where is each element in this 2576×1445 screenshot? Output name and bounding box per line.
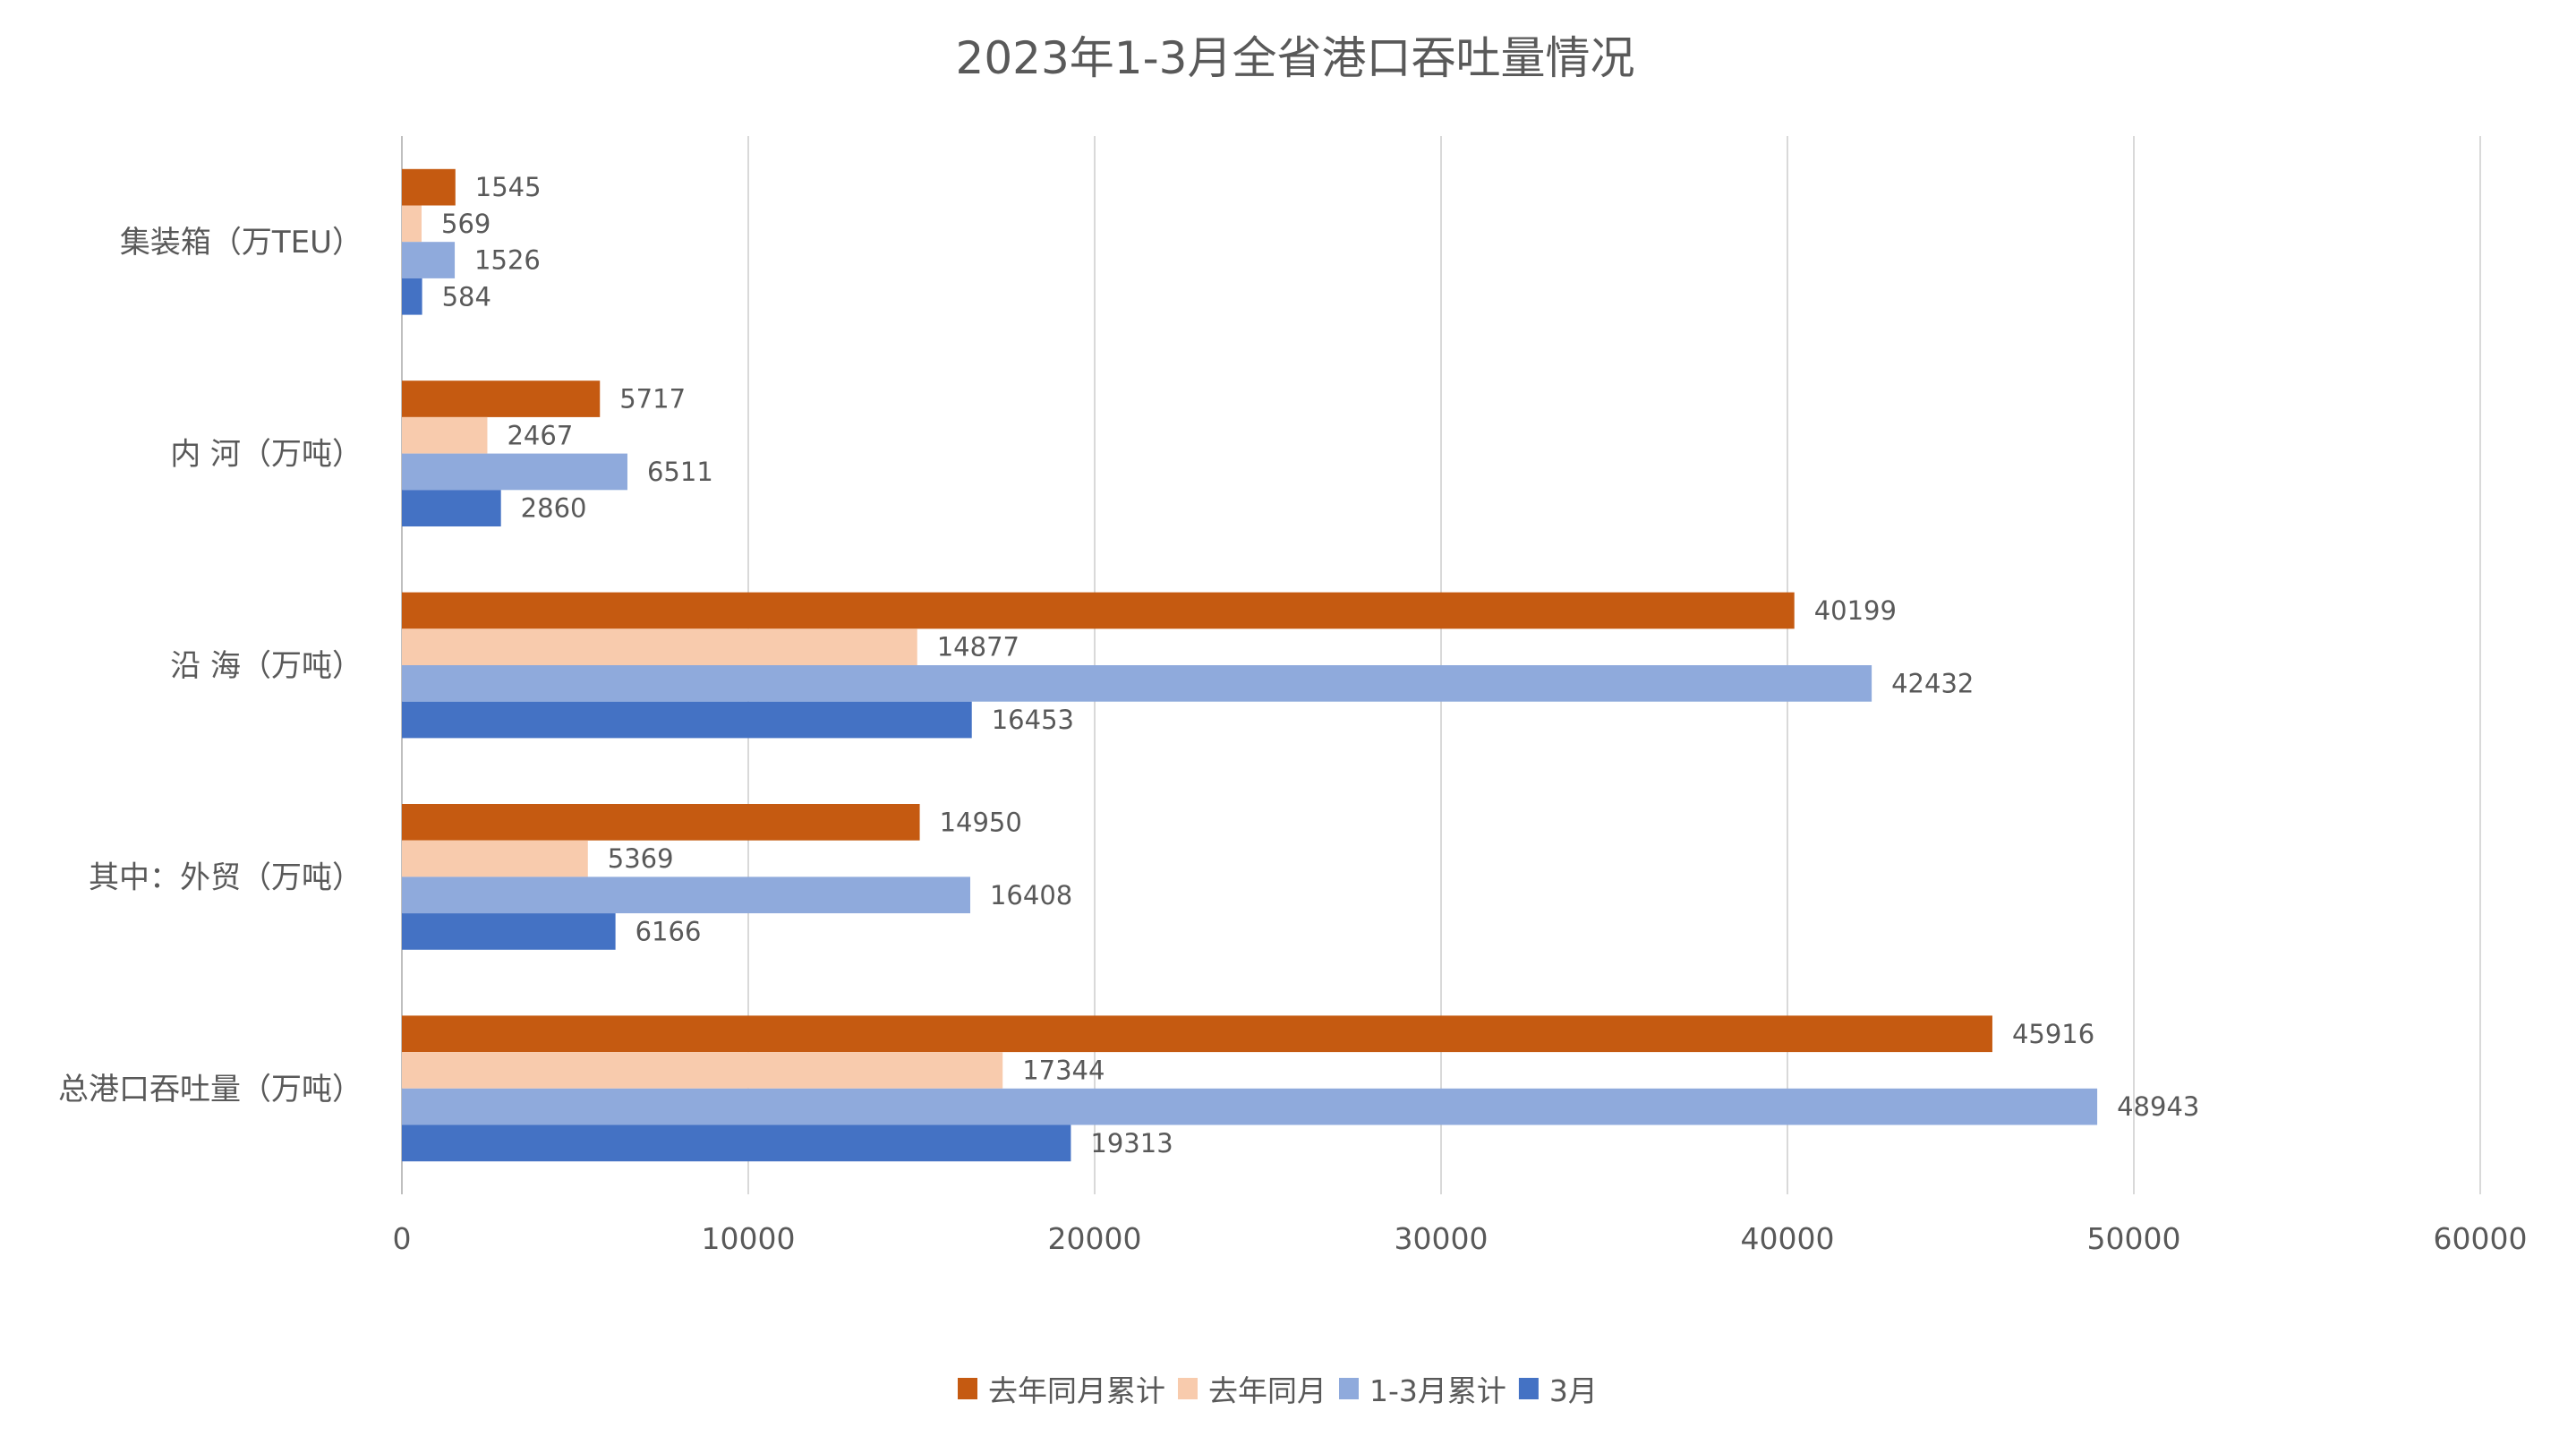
data-label: 1545 (475, 172, 542, 202)
data-label: 6511 (647, 457, 713, 487)
data-label: 14877 (937, 632, 1019, 663)
x-tick-label: 10000 (702, 1221, 796, 1256)
category-label: 沿 海（万吨） (170, 648, 363, 684)
data-labels: 1545 569 1526 584 5717 2467 6511 2860 40199 14877… (441, 172, 2199, 1159)
data-label: 45916 (2012, 1019, 2094, 1049)
bar (402, 168, 456, 206)
bar (402, 876, 970, 914)
bar (402, 665, 1872, 702)
legend: 去年同月累计 去年同月 1-3月累计 3月 (958, 1373, 1598, 1408)
category-label: 其中：外贸（万吨） (89, 859, 363, 895)
data-label: 17344 (1022, 1055, 1105, 1085)
data-label: 5717 (619, 384, 686, 415)
data-label: 19313 (1090, 1128, 1173, 1159)
bar (402, 913, 616, 950)
data-label: 40199 (1814, 595, 1897, 626)
data-label: 14950 (940, 807, 1022, 837)
data-label: 16453 (992, 705, 1074, 735)
legend-swatch (1518, 1378, 1539, 1399)
data-label: 2860 (521, 493, 587, 524)
x-tick-label: 60000 (2434, 1221, 2528, 1256)
data-label: 48943 (2117, 1091, 2199, 1122)
bar (402, 701, 972, 739)
bar (402, 1088, 2098, 1125)
x-tick-label: 50000 (2087, 1221, 2181, 1256)
bar (402, 278, 422, 315)
category-label: 集装箱（万TEU） (120, 225, 363, 261)
bar (402, 380, 601, 417)
data-label: 584 (442, 281, 491, 312)
x-tick-label: 30000 (1395, 1221, 1488, 1256)
x-tick-label: 40000 (1741, 1221, 1835, 1256)
bar (402, 416, 488, 454)
category-labels: 集装箱（万TEU） 内 河（万吨） 沿 海（万吨） 其中：外贸（万吨） 总港口吞吐量（万… (58, 225, 363, 1107)
bar (402, 242, 456, 278)
x-tick-label: 0 (393, 1221, 412, 1256)
legend-label: 去年同月累计 (988, 1373, 1165, 1408)
chart-title: 2023年1-3月全省港口吞吐量情况 (956, 32, 1635, 84)
bar (402, 628, 917, 665)
legend-label: 3月 (1549, 1373, 1598, 1408)
data-label: 16408 (990, 880, 1072, 911)
bar (402, 840, 588, 877)
data-label: 5369 (608, 843, 674, 874)
bar (402, 592, 1795, 629)
category-label: 内 河（万吨） (170, 437, 363, 473)
bar (402, 1015, 1992, 1053)
bars (402, 168, 2098, 1162)
x-tick-label: 20000 (1048, 1221, 1142, 1256)
x-tick-labels: 0 10000 20000 30000 40000 50000 60000 (393, 1221, 2528, 1256)
bar (402, 1124, 1071, 1162)
data-label: 569 (441, 209, 490, 239)
legend-swatch (958, 1378, 977, 1399)
legend-swatch (1339, 1378, 1359, 1399)
legend-label: 去年同月 (1208, 1373, 1326, 1408)
bar (402, 453, 627, 491)
data-label: 6166 (635, 916, 702, 946)
bar (402, 205, 422, 243)
legend-swatch (1178, 1378, 1198, 1399)
category-label: 总港口吞吐量（万吨） (58, 1072, 363, 1107)
data-label: 2467 (507, 420, 573, 450)
data-label: 1526 (474, 245, 541, 276)
bar (402, 490, 501, 526)
bar (402, 804, 920, 841)
data-label: 42432 (1891, 668, 1974, 698)
legend-label: 1-3月累计 (1369, 1373, 1506, 1408)
bar (402, 1052, 1003, 1089)
